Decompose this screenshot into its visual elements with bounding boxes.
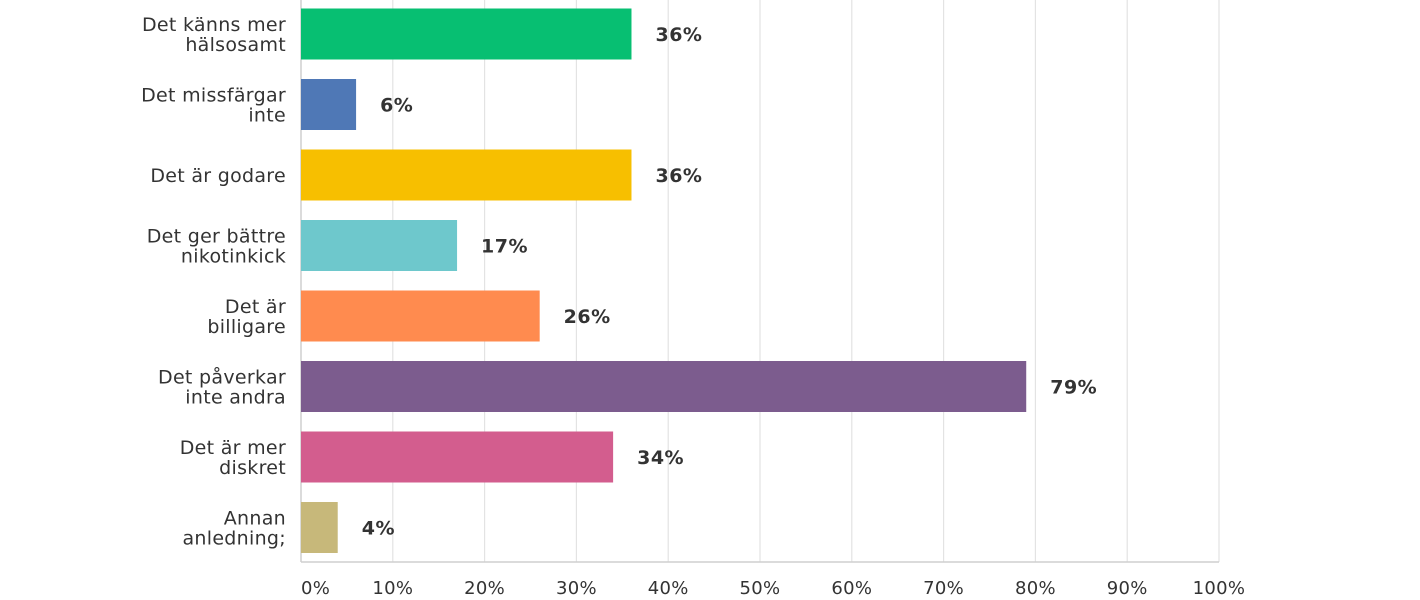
category-label-0-1: hälsosamt: [185, 34, 286, 56]
value-label-1: 6%: [380, 95, 413, 117]
category-label-3-1: nikotinkick: [181, 246, 286, 268]
tick-label-0: 0%: [301, 578, 330, 599]
bar-2: [301, 149, 632, 201]
category-label-6-1: diskret: [219, 457, 286, 479]
value-label-4: 26%: [564, 306, 611, 328]
tick-label-50: 50%: [740, 578, 781, 599]
category-label-2-0: Det är godare: [150, 165, 286, 187]
tick-label-90: 90%: [1107, 578, 1148, 599]
bar-1: [301, 79, 357, 130]
tick-label-60: 60%: [831, 578, 872, 599]
category-label-5-1: inte andra: [185, 387, 286, 409]
category-label-4-0: Det är: [225, 296, 286, 318]
tick-label-100: 100%: [1193, 578, 1246, 599]
category-label-3-0: Det ger bättre: [147, 226, 286, 248]
value-label-7: 4%: [362, 518, 395, 540]
tick-label-40: 40%: [648, 578, 689, 599]
tick-label-80: 80%: [1015, 578, 1056, 599]
tick-label-30: 30%: [556, 578, 597, 599]
tick-label-20: 20%: [464, 578, 505, 599]
bar-0: [301, 8, 632, 60]
tick-label-10: 10%: [372, 578, 413, 599]
bar-4: [301, 290, 540, 342]
category-label-4-1: billigare: [207, 316, 286, 338]
category-label-7-0: Annan: [224, 508, 286, 530]
bar-3: [301, 220, 458, 271]
value-label-0: 36%: [655, 24, 702, 46]
category-label-1-1: inte: [248, 105, 286, 127]
value-label-3: 17%: [481, 236, 528, 258]
value-label-6: 34%: [637, 447, 684, 469]
value-label-2: 36%: [655, 165, 702, 187]
bar-7: [301, 502, 338, 553]
bar-6: [301, 431, 614, 483]
category-label-0-0: Det känns mer: [142, 14, 286, 36]
bar-5: [301, 361, 1027, 412]
category-label-1-0: Det missfärgar: [141, 85, 286, 107]
value-label-5: 79%: [1050, 377, 1097, 399]
category-label-5-0: Det påverkar: [158, 366, 286, 389]
tick-label-70: 70%: [923, 578, 964, 599]
category-label-6-0: Det är mer: [180, 437, 286, 459]
category-label-7-1: anledning;: [182, 528, 286, 550]
